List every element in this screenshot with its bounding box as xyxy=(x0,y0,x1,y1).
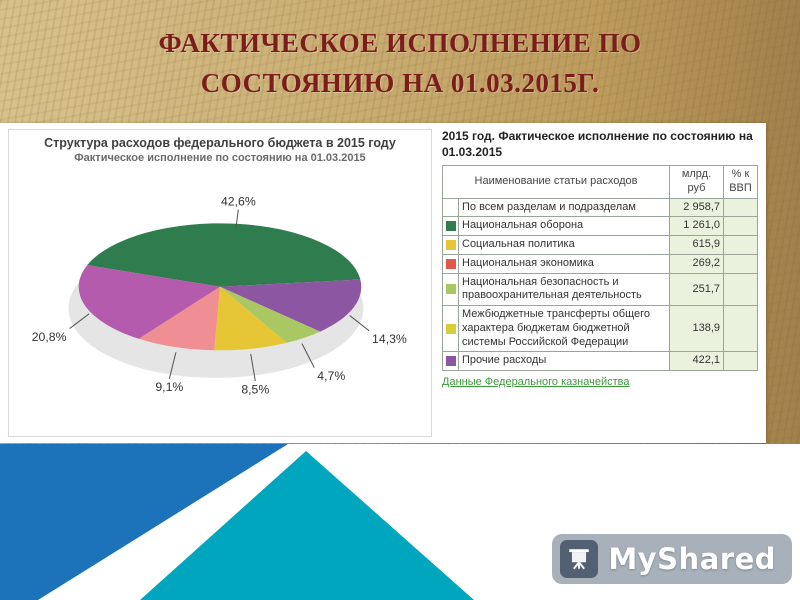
pie-leader-line-3 xyxy=(250,353,256,382)
row-value: 138,9 xyxy=(669,305,724,353)
decorative-footer xyxy=(0,444,800,600)
chart-subtitle: Фактическое исполнение по состоянию на 0… xyxy=(74,152,366,164)
row-value: 269,2 xyxy=(669,253,724,274)
row-name: По всем разделам и подразделам xyxy=(458,197,670,218)
series-color-swatch xyxy=(446,258,456,269)
pie-leader-line-2 xyxy=(301,343,315,368)
pie-label-5: 20,8% xyxy=(32,330,67,344)
pie-label-0: 42,6% xyxy=(221,194,256,208)
pie-leader-line-0 xyxy=(235,209,239,228)
row-value: 2 958,7 xyxy=(669,197,724,218)
series-color-swatch xyxy=(446,240,456,251)
budget-pie-chart-panel: Структура расходов федерального бюджета … xyxy=(8,129,432,437)
table-title: 2015 год. Фактическое исполнение по сост… xyxy=(442,129,753,159)
row-name: Социальная политика xyxy=(458,235,670,255)
pie-slice-5 xyxy=(78,265,220,339)
column-header-value: млрд. руб xyxy=(669,165,724,199)
row-name: Национальная экономика xyxy=(458,253,670,274)
table-row: Межбюджетные трансферты общего характера… xyxy=(442,305,758,353)
pie-slice-0 xyxy=(87,223,361,287)
teal-triangle-shape xyxy=(140,451,474,600)
series-color-swatch xyxy=(446,221,456,232)
pie-label-3: 8,5% xyxy=(241,382,269,396)
budget-table-panel: 2015 год. Фактическое исполнение по сост… xyxy=(434,123,766,443)
pie-slice-2 xyxy=(220,286,321,343)
pie-slice-3 xyxy=(214,286,287,351)
row-name: Национальная оборона xyxy=(458,216,670,237)
table-row: Национальная оборона 1 261,0 xyxy=(442,216,758,237)
pie-slice-1 xyxy=(220,279,362,332)
row-value: 422,1 xyxy=(669,351,724,372)
row-value: 1 261,0 xyxy=(669,216,724,237)
row-pct xyxy=(723,216,758,237)
pie-label-4: 9,1% xyxy=(155,380,183,394)
series-color-swatch xyxy=(446,356,456,367)
series-color-swatch xyxy=(446,323,456,334)
row-pct xyxy=(723,351,758,372)
row-pct xyxy=(723,197,758,218)
content-panel: Структура расходов федерального бюджета … xyxy=(0,123,766,443)
slide-title-line1: ФАКТИЧЕСКОЕ ИСПОЛНЕНИЕ ПО xyxy=(158,27,642,58)
row-pct xyxy=(723,272,758,307)
chart-title: Структура расходов федерального бюджета … xyxy=(44,136,396,150)
slide-title-line2: СОСТОЯНИЮ НА 01.03.2015Г. xyxy=(200,68,600,98)
row-value: 615,9 xyxy=(669,235,724,255)
pie-label-1: 14,3% xyxy=(372,332,407,346)
pie-label-2: 4,7% xyxy=(317,369,345,383)
expenses-table: Наименование статьи расходов млрд. руб %… xyxy=(442,165,758,372)
pie-leader-line-5 xyxy=(69,313,90,329)
row-name: Межбюджетные трансферты общего характера… xyxy=(458,305,670,353)
pie-leader-line-4 xyxy=(168,352,177,380)
table-row: Национальная экономика 269,2 xyxy=(442,253,758,274)
table-row: По всем разделам и подразделам 2 958,7 xyxy=(442,197,758,218)
myshared-watermark[interactable]: MyShared xyxy=(552,534,792,584)
series-color-swatch xyxy=(446,284,456,295)
row-value: 251,7 xyxy=(669,272,724,307)
row-name: Национальная безопасность и правоохранит… xyxy=(458,272,670,307)
blue-triangle-shape xyxy=(0,444,288,600)
table-row: Социальная политика 615,9 xyxy=(442,235,758,255)
column-header-name: Наименование статьи расходов xyxy=(442,165,670,199)
pie-slice-4 xyxy=(138,286,220,351)
row-pct xyxy=(723,253,758,274)
expenses-table-body: По всем разделам и подразделам 2 958,7 Н… xyxy=(442,197,758,372)
pie-leader-line-1 xyxy=(349,315,370,332)
column-header-pct: % к ВВП xyxy=(723,165,758,199)
slide-title: ФАКТИЧЕСКОЕ ИСПОЛНЕНИЕ ПО СОСТОЯНИЮ НА 0… xyxy=(30,8,770,118)
table-row: Национальная безопасность и правоохранит… xyxy=(442,272,758,307)
row-pct xyxy=(723,305,758,353)
budget-pie-chart: 42,6% 14,3% 4,7% 8,5% 9,1% 20,8% xyxy=(32,194,407,396)
table-header-row: Наименование статьи расходов млрд. руб %… xyxy=(442,165,758,199)
projector-screen-icon xyxy=(560,540,599,578)
row-name: Прочие расходы xyxy=(458,351,670,372)
footer-shapes xyxy=(0,444,474,600)
source-link[interactable]: Данные Федерального казначейства xyxy=(442,376,630,389)
table-row: Прочие расходы 422,1 xyxy=(442,351,758,372)
row-pct xyxy=(723,235,758,255)
myshared-logo-text: MyShared xyxy=(608,542,776,576)
